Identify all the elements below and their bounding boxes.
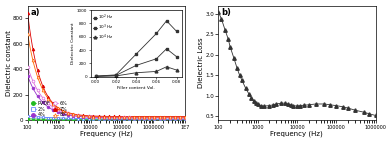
Text: a): a) <box>31 8 40 17</box>
Y-axis label: Dielectric Loss: Dielectric Loss <box>198 38 204 88</box>
X-axis label: Frequency (Hz): Frequency (Hz) <box>270 131 323 137</box>
X-axis label: Frequency (Hz): Frequency (Hz) <box>80 131 132 137</box>
Text: b): b) <box>221 8 231 17</box>
Y-axis label: Dielectric constant: Dielectric constant <box>5 30 11 96</box>
Legend: PVDF, 2%, 4%, 6%, 7%, 8%: PVDF, 2%, 4%, 6%, 7%, 8% <box>30 101 68 118</box>
